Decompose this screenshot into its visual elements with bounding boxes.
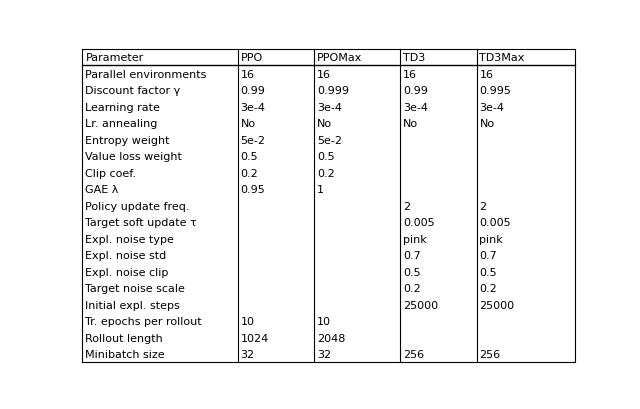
Text: No: No [403,119,419,129]
Text: 5e-2: 5e-2 [317,135,342,145]
Text: Policy update freq.: Policy update freq. [86,201,190,211]
Text: 256: 256 [479,349,500,359]
Text: 16: 16 [403,70,417,79]
Text: 2048: 2048 [317,333,346,343]
Text: Expl. noise clip: Expl. noise clip [86,267,169,277]
Text: 3e-4: 3e-4 [317,102,342,112]
Text: 256: 256 [403,349,424,359]
Text: 5e-2: 5e-2 [241,135,266,145]
Text: 0.999: 0.999 [317,86,349,96]
Text: Rollout length: Rollout length [86,333,163,343]
Text: Entropy weight: Entropy weight [86,135,170,145]
Text: 0.2: 0.2 [241,168,259,178]
Text: 3e-4: 3e-4 [403,102,428,112]
Text: 0.7: 0.7 [403,250,421,261]
Text: 0.99: 0.99 [403,86,428,96]
Text: No: No [241,119,256,129]
Text: Parameter: Parameter [86,53,144,63]
Text: Minibatch size: Minibatch size [86,349,165,359]
Text: 0.2: 0.2 [403,283,421,293]
Text: Parallel environments: Parallel environments [86,70,207,79]
Text: Target noise scale: Target noise scale [86,283,186,293]
Text: 25000: 25000 [479,300,515,310]
Text: 0.7: 0.7 [479,250,497,261]
Text: 2: 2 [403,201,410,211]
Text: 32: 32 [317,349,331,359]
Text: 0.2: 0.2 [317,168,335,178]
Text: PPOMax: PPOMax [317,53,362,63]
Text: 0.99: 0.99 [241,86,266,96]
Text: Expl. noise std: Expl. noise std [86,250,166,261]
Text: 0.5: 0.5 [403,267,420,277]
Text: pink: pink [403,234,427,244]
Text: 0.95: 0.95 [241,184,266,195]
Text: 0.5: 0.5 [479,267,497,277]
Text: TD3: TD3 [403,53,426,63]
Text: 0.5: 0.5 [317,152,335,162]
Text: 0.005: 0.005 [403,218,435,227]
Text: Clip coef.: Clip coef. [86,168,136,178]
Text: 1: 1 [317,184,324,195]
Text: 16: 16 [317,70,331,79]
Text: Expl. noise type: Expl. noise type [86,234,174,244]
Text: GAE λ: GAE λ [86,184,119,195]
Text: pink: pink [479,234,503,244]
Text: 0.005: 0.005 [479,218,511,227]
Text: Discount factor γ: Discount factor γ [86,86,180,96]
Text: Learning rate: Learning rate [86,102,161,112]
Text: PPO: PPO [241,53,263,63]
Text: Tr. epochs per rollout: Tr. epochs per rollout [86,316,202,326]
Text: 16: 16 [479,70,493,79]
Text: Lr. annealing: Lr. annealing [86,119,158,129]
Text: Value loss weight: Value loss weight [86,152,182,162]
Text: 3e-4: 3e-4 [479,102,504,112]
Text: 25000: 25000 [403,300,438,310]
Text: 1024: 1024 [241,333,269,343]
Text: TD3Max: TD3Max [479,53,525,63]
Text: 2: 2 [479,201,486,211]
Text: 0.2: 0.2 [479,283,497,293]
Text: No: No [479,119,495,129]
Text: 0.995: 0.995 [479,86,511,96]
Text: Target soft update τ: Target soft update τ [86,218,197,227]
Text: 10: 10 [317,316,331,326]
Text: Initial expl. steps: Initial expl. steps [86,300,180,310]
Text: 0.5: 0.5 [241,152,258,162]
Text: 32: 32 [241,349,255,359]
Text: 10: 10 [241,316,255,326]
Text: 3e-4: 3e-4 [241,102,266,112]
Text: 16: 16 [241,70,255,79]
Text: No: No [317,119,332,129]
